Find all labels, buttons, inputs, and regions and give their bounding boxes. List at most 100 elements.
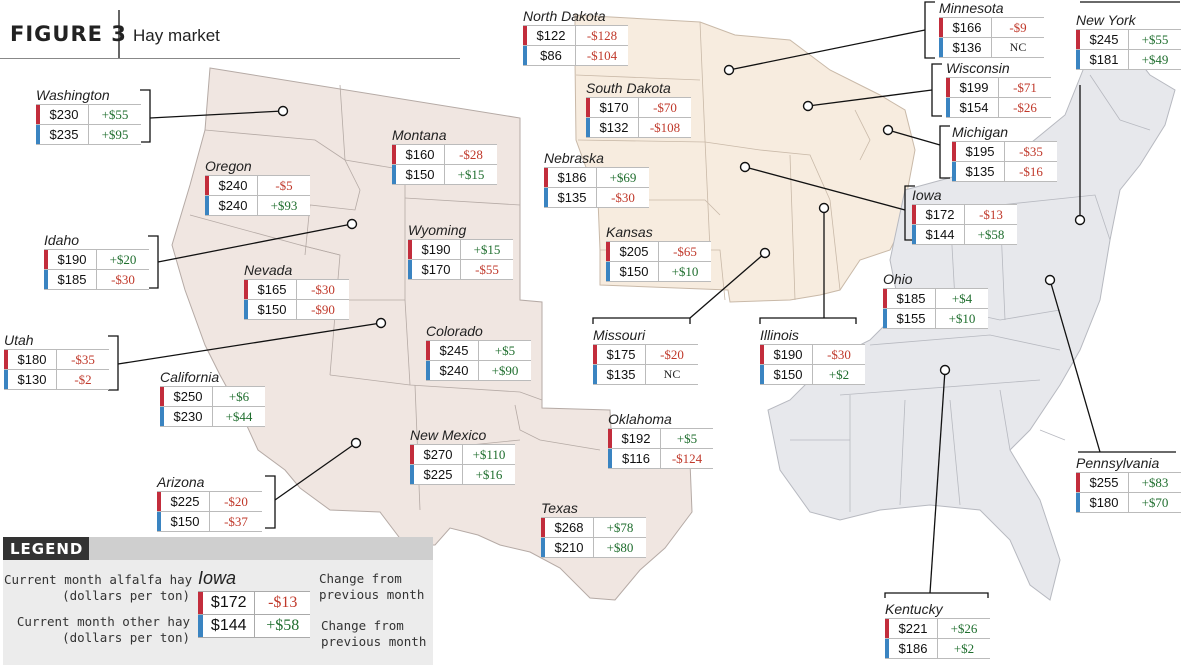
other-hay-row: $181 +$49 — [1076, 49, 1181, 70]
state-name: Arizona — [157, 474, 205, 490]
state-markers — [277, 64, 1086, 449]
other-hay-row: $180 +$70 — [1076, 492, 1181, 513]
other-hay-price: $240 — [209, 196, 258, 215]
state-card-illinois: Illinois $190 -$30 $150 +$2 — [760, 327, 865, 385]
header-divider — [118, 10, 120, 58]
alfalfa-change: -$13 — [979, 207, 1003, 222]
alfalfa-marker — [885, 619, 889, 638]
state-name: Colorado — [426, 323, 483, 339]
alfalfa-marker — [1076, 30, 1080, 49]
alfalfa-marker — [1076, 473, 1080, 492]
alfalfa-row: $185 +$4 — [883, 288, 988, 308]
alfalfa-row: $255 +$83 — [1076, 472, 1181, 492]
alfalfa-marker — [544, 168, 548, 187]
other-marker — [160, 407, 164, 426]
other-marker — [952, 162, 956, 181]
other-hay-price: $150 — [161, 512, 210, 531]
other-hay-price: $225 — [414, 465, 463, 484]
state-name: Illinois — [760, 327, 799, 343]
other-hay-row: $170 -$55 — [408, 259, 513, 280]
legend-other-label-line2: (dollars per ton) — [62, 630, 190, 645]
alfalfa-price: $268 — [545, 518, 594, 537]
alfalfa-price: $186 — [548, 168, 597, 187]
alfalfa-change: -$70 — [653, 100, 677, 115]
other-hay-row: $185 -$30 — [44, 269, 149, 290]
other-marker — [541, 538, 545, 557]
alfalfa-price: $170 — [590, 98, 639, 117]
other-hay-change: +$44 — [225, 409, 253, 424]
other-hay-row: $135 -$16 — [952, 161, 1057, 182]
legend-change-label-bottom-line2: previous month — [321, 634, 427, 649]
legend-change-label-top: Change from previous month — [319, 571, 424, 603]
alfalfa-change: -$20 — [224, 494, 248, 509]
state-card-oregon: Oregon $240 -$5 $240 +$93 — [205, 158, 310, 216]
alfalfa-marker — [160, 387, 164, 406]
alfalfa-row: $240 -$5 — [205, 175, 310, 195]
other-hay-change: -$30 — [111, 272, 135, 287]
other-hay-row: $210 +$80 — [541, 537, 646, 558]
other-hay-change: +$10 — [948, 311, 976, 326]
other-hay-price: $181 — [1080, 50, 1129, 69]
state-card-north-dakota: North Dakota $122 -$128 $86 -$104 — [523, 8, 628, 66]
other-marker — [244, 300, 248, 319]
state-card-new-york: New York $245 +$55 $181 +$49 — [1076, 12, 1181, 70]
other-hay-row: $225 +$16 — [410, 464, 515, 485]
alfalfa-marker — [883, 289, 887, 308]
alfalfa-row: $221 +$26 — [885, 618, 990, 638]
alfalfa-price: $199 — [950, 78, 999, 97]
alfalfa-price: $230 — [40, 105, 89, 124]
alfalfa-row: $245 +$5 — [426, 340, 531, 360]
alfalfa-price: $190 — [48, 250, 97, 269]
legend-title: LEGEND — [10, 540, 84, 558]
alfalfa-row: $160 -$28 — [392, 144, 497, 164]
other-hay-row: $135 -$30 — [544, 187, 649, 208]
alfalfa-row: $166 -$9 — [939, 17, 1044, 37]
other-hay-change: -$90 — [311, 302, 335, 317]
other-hay-price: $185 — [48, 270, 97, 289]
alfalfa-marker — [608, 429, 612, 448]
legend-header-bar — [3, 537, 433, 560]
legend-change-label-top-line2: previous month — [319, 587, 425, 602]
alfalfa-price: $190 — [764, 345, 813, 364]
alfalfa-row: $268 +$78 — [541, 517, 646, 537]
state-name: Wyoming — [408, 222, 467, 238]
other-marker — [883, 309, 887, 328]
state-name: Montana — [392, 127, 447, 143]
state-card-oklahoma: Oklahoma $192 +$5 $116 -$124 — [608, 411, 713, 469]
other-marker — [44, 270, 48, 289]
other-hay-change: -$26 — [1013, 100, 1037, 115]
other-hay-change: +$16 — [475, 467, 503, 482]
alfalfa-change: -$9 — [1009, 20, 1027, 35]
other-marker — [912, 225, 916, 244]
other-hay-change: -$124 — [671, 451, 703, 466]
other-hay-price: $135 — [597, 365, 646, 384]
alfalfa-row: $230 +$55 — [36, 104, 141, 124]
alfalfa-price: $195 — [956, 142, 1005, 161]
alfalfa-change: -$30 — [311, 282, 335, 297]
state-name: Pennsylvania — [1076, 455, 1160, 471]
state-name: New Mexico — [410, 427, 487, 443]
alfalfa-marker — [426, 341, 430, 360]
other-marker — [523, 46, 527, 65]
alfalfa-row: $190 -$30 — [760, 344, 865, 364]
other-marker — [205, 196, 209, 215]
alfalfa-change: +$26 — [950, 621, 978, 636]
legend-change-label-top-line1: Change from — [319, 571, 402, 586]
other-hay-change: +$2 — [828, 367, 850, 382]
state-name: Wisconsin — [946, 60, 1010, 76]
other-hay-change: -$104 — [586, 48, 618, 63]
legend-alfalfa-row: $172 -$13 — [198, 591, 310, 614]
alfalfa-change: -$30 — [827, 347, 851, 362]
state-name: South Dakota — [586, 80, 671, 96]
other-hay-price: $132 — [590, 118, 639, 137]
other-hay-price: $130 — [8, 370, 57, 389]
alfalfa-change: +$78 — [606, 520, 634, 535]
other-hay-price: $86 — [527, 46, 576, 65]
other-hay-change: -$16 — [1019, 164, 1043, 179]
other-hay-change: -$108 — [649, 120, 681, 135]
state-name: Texas — [541, 500, 578, 516]
alfalfa-price: $240 — [209, 176, 258, 195]
alfalfa-marker — [4, 350, 8, 369]
state-name: Idaho — [44, 232, 80, 248]
